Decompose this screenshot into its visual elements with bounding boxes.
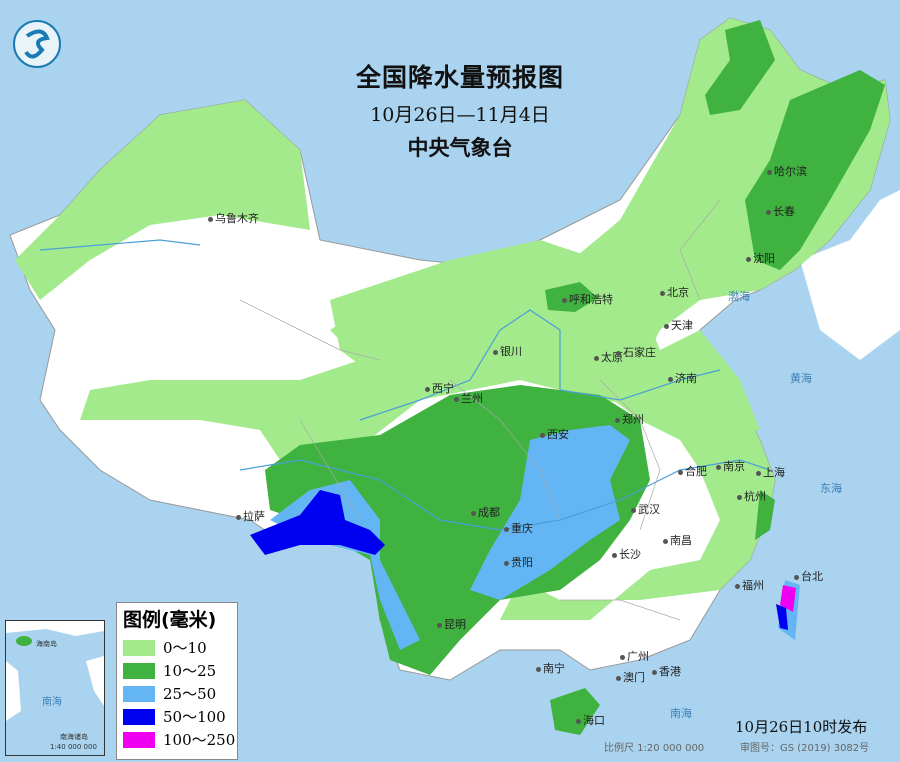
rain-0-10-areas: [15, 18, 890, 620]
city-label: 呼和浩特: [562, 291, 613, 307]
rain-area-10-25: [745, 70, 885, 270]
map-title: 全国降水量预报图: [355, 63, 564, 92]
legend-swatch: [123, 685, 155, 702]
city-label: 武汉: [631, 501, 660, 517]
legend-item: 50～100: [123, 705, 237, 728]
city-label: 银川: [493, 343, 522, 359]
sea-label: 东海: [820, 482, 842, 495]
city-label: 杭州: [737, 488, 766, 504]
city-label: 贵阳: [504, 554, 533, 570]
legend-label: 10～25: [163, 662, 217, 680]
city-label: 南昌: [663, 532, 692, 548]
legend-title: 图例(毫米): [123, 609, 217, 631]
legend-label: 25～50: [163, 685, 217, 703]
legend-swatch: [123, 731, 155, 748]
legend-swatch: [123, 662, 155, 679]
neighbor-land: [800, 190, 900, 360]
legend-swatch: [123, 639, 155, 656]
tarim-river: [39, 239, 201, 251]
city-label: 海口: [576, 712, 605, 728]
city-label: 郑州: [615, 411, 644, 427]
city-label: 兰州: [454, 390, 483, 406]
forecast-period: 10月26日—11月4日: [370, 104, 550, 126]
sea-label: 南海: [670, 707, 692, 720]
city-label: 南京: [716, 458, 745, 474]
legend-item: 100～250: [123, 728, 237, 751]
legend-item: 25～50: [123, 682, 237, 705]
map-scale: 比例尺 1:20 000 000: [604, 743, 705, 754]
legend-item: 0～10: [123, 636, 237, 659]
legend-item: 10～25: [123, 659, 237, 682]
city-label: 合肥: [678, 463, 707, 479]
city-label: 西安: [540, 426, 569, 442]
inset-sea-label: 南海: [42, 697, 62, 708]
taiwan-rain-50: [776, 604, 788, 630]
city-label: 福州: [735, 577, 764, 593]
city-label: 拉萨: [236, 508, 265, 524]
review-number: 审图号：GS (2019) 3082号: [740, 743, 870, 754]
rain-area-0-10: [330, 240, 760, 440]
cma-logo: [12, 18, 62, 70]
city-label: 北京: [660, 284, 689, 300]
legend: 图例(毫米) 0～10 10～25 25～50 50～100 100～250: [116, 602, 238, 760]
legend-label: 50～100: [163, 708, 226, 726]
city-label: 济南: [668, 370, 697, 386]
legend-swatch: [123, 708, 155, 725]
sea-label: 黄海: [790, 372, 812, 385]
city-label: 石家庄: [616, 344, 656, 360]
city-label: 天津: [664, 317, 693, 333]
city-label: 香港: [652, 663, 681, 679]
city-label: 台北: [794, 568, 823, 584]
legend-label: 100～250: [163, 731, 236, 749]
city-label: 沈阳: [746, 250, 775, 266]
inset-scale: 1:40 000 000: [50, 743, 97, 751]
city-label: 上海: [756, 464, 785, 480]
rain-area-0-10: [15, 100, 310, 300]
issue-time: 10月26日10时发布: [735, 718, 868, 736]
city-label: 昆明: [437, 616, 466, 632]
inset-island-label: 海南岛: [36, 640, 57, 648]
rain-area-10-25: [705, 20, 775, 115]
city-label: 广州: [620, 648, 649, 664]
inset-south-islands-label: 南海诸岛: [60, 733, 88, 741]
province-borders: [239, 199, 721, 621]
city-label: 长春: [766, 203, 795, 219]
city-label: 西宁: [425, 380, 454, 396]
south-china-sea-inset: 海南岛 南海 南海诸岛 1:40 000 000: [5, 620, 105, 756]
rain-area-50-100: [250, 490, 385, 555]
legend-label: 0～10: [163, 639, 207, 657]
agency-name: 中央气象台: [407, 136, 513, 160]
sea-label: 渤海: [728, 290, 750, 303]
taiwan-heavy-rain: [780, 585, 796, 612]
city-label: 哈尔滨: [767, 163, 807, 179]
city-label: 重庆: [504, 520, 533, 536]
city-label: 成都: [471, 504, 500, 520]
city-label: 澳门: [616, 669, 645, 685]
city-label: 长沙: [612, 546, 641, 562]
city-label: 乌鲁木齐: [208, 210, 259, 226]
city-label: 南宁: [536, 660, 565, 676]
